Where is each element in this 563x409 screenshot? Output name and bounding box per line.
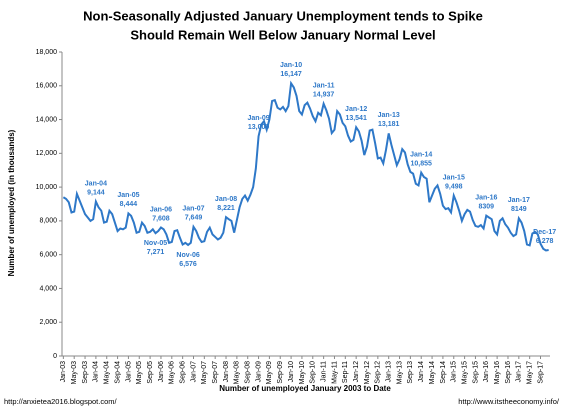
x-tick-label: Jan-12: [353, 361, 360, 383]
x-tick-label: Jan-17: [516, 361, 523, 383]
x-tick-label: Sep-09: [277, 361, 284, 384]
annotation-date: Jan-14: [410, 152, 432, 159]
x-tick-label: Jan-04: [93, 361, 100, 383]
x-tick-label: May-09: [266, 361, 273, 384]
x-tick-label: May-15: [461, 361, 468, 384]
x-tick-label: Jan-16: [483, 361, 490, 383]
y-tick-label: 0: [53, 353, 57, 360]
x-tick-label: Sep-17: [537, 361, 544, 384]
annotation-value: 8,444: [120, 201, 138, 208]
y-tick-label: 12,000: [36, 150, 58, 157]
y-tick-label: 2,000: [39, 319, 57, 326]
annotation-date: Jan-04: [85, 180, 107, 187]
x-tick-label: May-16: [494, 361, 501, 384]
y-tick-label: 8,000: [39, 218, 57, 225]
x-tick-label: Sep-15: [472, 361, 479, 384]
x-tick-label: May-06: [169, 361, 176, 384]
x-tick-label: Jan-06: [158, 361, 165, 383]
annotation-value: 9,144: [87, 189, 105, 196]
y-tick-label: 16,000: [36, 83, 58, 90]
annotation-value: 13,181: [378, 121, 400, 128]
annotation-value: 13,541: [345, 115, 367, 122]
annotation-value: 8309: [478, 204, 494, 211]
annotation-date: Dec-17: [533, 229, 556, 236]
y-tick-label: 6,000: [39, 252, 57, 259]
footer-right: http://www.itstheeconomy.info/: [458, 397, 560, 406]
annotation-date: Jan-05: [117, 192, 139, 199]
annotation-value: 6,576: [179, 261, 197, 268]
data-line: [62, 80, 549, 252]
x-tick-label: May-03: [71, 361, 78, 384]
x-tick-label: Sep-04: [114, 361, 121, 384]
footer-left: http://anxietea2016.blogspot.com/: [4, 397, 117, 406]
annotation-date: Jan-07: [182, 206, 204, 213]
annotation-date: Jan-06: [150, 206, 172, 213]
x-tick-label: May-10: [299, 361, 306, 384]
annotation-date: Jan-11: [313, 83, 335, 90]
annotation-value: 16,147: [280, 71, 302, 78]
y-tick-label: 10,000: [36, 184, 58, 191]
x-tick-label: Jan-09: [255, 361, 262, 383]
annotation-date: Jan-17: [508, 197, 530, 204]
annotation-value: 7,271: [147, 249, 165, 256]
x-tick-label: Jan-08: [223, 361, 230, 383]
annotation-value: 7,649: [185, 215, 203, 222]
y-tick-label: 18,000: [36, 49, 58, 56]
x-tick-label: Sep-11: [342, 361, 349, 383]
x-tick-label: Jan-10: [288, 361, 295, 383]
annotation-date: Jan-09: [247, 115, 269, 122]
y-axis-title: Number of unemployed (in thousands): [7, 129, 16, 276]
annotation-value: 13,009: [248, 124, 270, 131]
x-tick-label: May-12: [364, 361, 371, 384]
x-tick-label: Sep-14: [440, 361, 447, 384]
x-tick-label: May-08: [234, 361, 241, 384]
x-tick-label: Sep-05: [147, 361, 154, 384]
y-tick-label: 4,000: [39, 285, 57, 292]
x-tick-label: May-14: [429, 361, 436, 384]
x-tick-label: May-17: [527, 361, 534, 384]
annotation-date: Nov-05: [144, 240, 167, 247]
x-tick-label: May-05: [136, 361, 143, 384]
x-tick-label: Jan-14: [418, 361, 425, 383]
annotation-value: 6,278: [536, 238, 554, 245]
x-tick-label: Jan-03: [60, 361, 67, 383]
x-tick-label: Sep-13: [407, 361, 414, 384]
annotation-value: 10,855: [411, 161, 433, 168]
x-tick-label: Sep-16: [505, 361, 512, 384]
annotation-value: 8,221: [217, 205, 235, 212]
x-tick-label: Sep-12: [375, 361, 382, 384]
annotation-date: Jan-10: [280, 62, 302, 69]
chart-title: Non-Seasonally Adjusted January Unemploy…: [83, 8, 483, 23]
annotation-date: Jan-16: [475, 195, 497, 202]
annotation-date: Jan-13: [378, 112, 400, 119]
x-tick-label: Jan-05: [125, 361, 132, 383]
annotation-date: Jan-08: [215, 196, 237, 203]
x-tick-label: Jan-13: [386, 361, 393, 383]
x-tick-label: May-07: [201, 361, 208, 384]
x-tick-label: Jan-07: [190, 361, 197, 383]
x-tick-label: Sep-03: [82, 361, 89, 384]
x-tick-label: Sep-10: [310, 361, 317, 384]
annotation-value: 8149: [511, 206, 527, 213]
x-tick-label: May-13: [396, 361, 403, 384]
x-axis-title: Number of unemployed January 2003 to Dat…: [219, 384, 391, 393]
x-tick-label: Sep-06: [179, 361, 186, 384]
annotation-value: 7,608: [152, 215, 170, 222]
annotation-value: 9,498: [445, 183, 463, 190]
annotation-date: Jan-12: [345, 106, 367, 113]
x-tick-label: Jan-11: [320, 361, 327, 382]
x-tick-label: May-04: [104, 361, 111, 384]
y-tick-label: 14,000: [36, 116, 58, 123]
x-tick-label: Sep-07: [212, 361, 219, 384]
annotation-date: Jan-15: [443, 174, 465, 181]
x-tick-label: Jan-15: [451, 361, 458, 383]
x-tick-label: May-11: [331, 361, 338, 384]
x-tick-label: Sep-08: [245, 361, 252, 384]
chart-subtitle: Should Remain Well Below January Normal …: [130, 27, 435, 42]
annotation-date: Nov-06: [176, 252, 199, 259]
annotation-value: 14,937: [313, 92, 335, 99]
